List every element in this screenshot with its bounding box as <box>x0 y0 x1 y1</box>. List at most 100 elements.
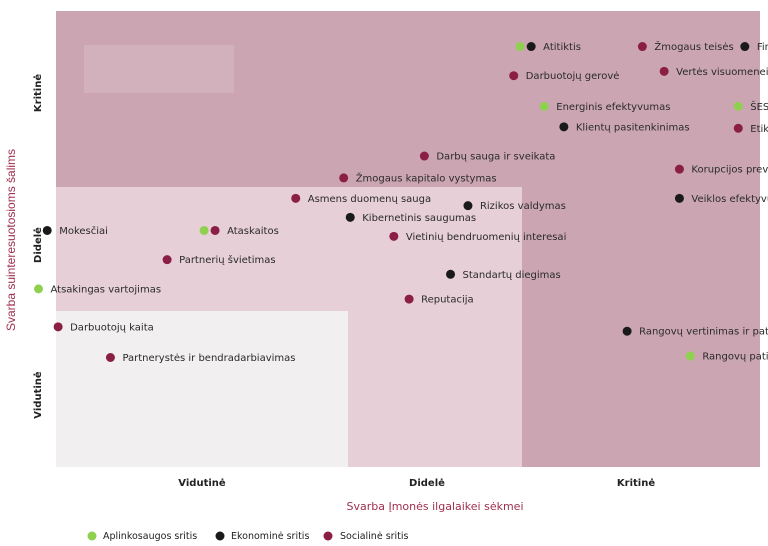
point-marker <box>622 326 632 336</box>
legend-marker-aplinkosaugos <box>87 531 97 541</box>
point-label: Darbuotojų gerovė <box>526 71 620 82</box>
point-label: Darbuotojų kaita <box>70 322 154 333</box>
point-marker <box>637 42 647 52</box>
point-label: Atsakingas vartojimas <box>51 284 162 295</box>
point-label: Darbų sauga ir sveikata <box>436 152 555 163</box>
x-tick-kritine: Kritinė <box>617 478 655 489</box>
point-marker <box>419 151 429 161</box>
point-label: Rangovų vertinimas ir patikra <box>639 327 768 338</box>
point-marker <box>199 225 209 235</box>
point-atitiktis: Atitiktis <box>515 42 581 53</box>
x-tick-vidutine: Vidutinė <box>178 478 226 489</box>
y-axis-title: Svarba suinteresuotosioms šalims <box>4 149 18 331</box>
point-label: Korupcijos prevencija <box>691 165 768 176</box>
point-marker <box>674 164 684 174</box>
points-layer: Atitiktis Žmogaus teisės Finansinė grąža Ve… <box>34 40 768 364</box>
point-klientu-pasitenkinimas: Klientų pasitenkinimas <box>559 122 690 133</box>
point-marker <box>291 193 301 203</box>
point-marker <box>42 225 52 235</box>
point-marker <box>105 353 115 362</box>
point-partnerystes-ir-bendradarbiavimas: Partnerystės ir bendradarbiavimas <box>105 353 295 364</box>
point-marker <box>34 284 43 294</box>
point-vertes-visuomenei-kurimas: Vertės visuomenei kūrimas <box>659 66 768 78</box>
point-asmens-duomenu-sauga: Asmens duomenų sauga <box>291 193 431 205</box>
point-label: ŠESD emisijos <box>750 100 768 113</box>
point-label: Rangovų patikra <box>702 352 768 363</box>
y-tick-didele: Didelė <box>33 227 44 263</box>
point-label: Žmogaus kapitalo vystymas <box>356 171 497 184</box>
point-kibernetinis-saugumas: Kibernetinis saugumas <box>345 212 476 224</box>
point-marker <box>463 201 473 211</box>
legend-label-aplinkosaugos: Aplinkosaugos sritis <box>103 531 197 542</box>
point-sesd-emisijos: ŠESD emisijos <box>733 100 768 113</box>
point-marker <box>210 225 220 235</box>
point-rangovu-patikra: Rangovų patikra <box>685 351 768 363</box>
point-marker <box>733 123 743 133</box>
y-tick-kritine: Kritinė <box>33 74 44 112</box>
point-label: Kibernetinis saugumas <box>362 213 476 224</box>
point-finansine-graza: Finansinė grąža <box>740 41 768 53</box>
point-rangovu-vertinimas-ir-patikra: Rangovų vertinimas ir patikra <box>622 326 768 338</box>
point-label: Asmens duomenų sauga <box>308 194 431 205</box>
point-marker <box>404 294 414 304</box>
point-marker <box>345 212 355 222</box>
point-marker <box>162 255 172 265</box>
point-darbuotoju-kaita: Darbuotojų kaita <box>53 322 154 333</box>
point-energinis-efektyvumas: Energinis efektyvumas <box>539 101 670 113</box>
point-ataskaitos: Ataskaitos <box>199 225 279 237</box>
point-label: Partnerystės ir bendradarbiavimas <box>122 353 295 364</box>
point-atsakingas-vartojimas: Atsakingas vartojimas <box>34 284 161 295</box>
point-korupcijos-prevencija: Korupcijos prevencija <box>674 164 768 176</box>
point-label: Etikos kodeksas <box>750 124 768 135</box>
point-label: Atitiktis <box>543 42 581 53</box>
point-marker <box>446 269 456 279</box>
point-marker <box>339 173 349 183</box>
point-marker <box>539 101 549 111</box>
legend-marker-ekonomine <box>215 531 225 541</box>
point-label: Finansinė grąža <box>757 41 768 53</box>
point-label: Partnerių švietimas <box>179 254 275 266</box>
zone-highlight <box>84 45 234 93</box>
legend-label-socialine: Socialinė sritis <box>340 531 409 542</box>
point-marker <box>685 351 695 361</box>
point-marker <box>733 101 743 111</box>
point-label: Rizikos valdymas <box>480 201 566 212</box>
point-darbuotoju-gerove: Darbuotojų gerovė <box>509 71 619 82</box>
point-label: Žmogaus teisės <box>654 40 733 53</box>
point-vietiniu-bendruomeniu-interesai: Vietinių bendruomenių interesai <box>389 231 567 243</box>
legend: Aplinkosaugos sritis Ekonominė sritis So… <box>87 531 409 542</box>
point-darbu-sauga-ir-sveikata: Darbų sauga ir sveikata <box>419 151 555 163</box>
point-label: Veiklos efektyvumas <box>691 194 768 205</box>
point-marker <box>740 42 750 52</box>
point-marker <box>674 193 684 203</box>
point-label: Standartų diegimas <box>463 270 561 281</box>
point-marker <box>509 71 519 81</box>
point-marker <box>659 66 669 76</box>
point-marker <box>53 322 63 332</box>
point-marker <box>559 122 569 132</box>
point-standartu-diegimas: Standartų diegimas <box>446 269 561 281</box>
point-label: Vietinių bendruomenių interesai <box>406 232 567 243</box>
point-partneriu-svietimas: Partnerių švietimas <box>162 254 276 266</box>
point-label: Klientų pasitenkinimas <box>576 122 690 133</box>
legend-label-ekonomine: Ekonominė sritis <box>231 531 309 542</box>
zone-moderate <box>56 311 348 467</box>
point-label: Energinis efektyvumas <box>556 102 670 113</box>
point-label: Vertės visuomenei kūrimas <box>676 67 768 78</box>
point-label: Ataskaitos <box>227 226 279 237</box>
point-rizikos-valdymas: Rizikos valdymas <box>463 201 566 212</box>
x-axis-title: Svarba Įmonės ilgalaikei sėkmei <box>346 500 523 513</box>
point-zmogaus-kapitalo-vystymas: Žmogaus kapitalo vystymas <box>339 171 497 184</box>
point-marker <box>515 42 525 52</box>
point-marker <box>526 42 536 52</box>
y-tick-vidutine: Vidutinė <box>33 371 44 419</box>
legend-marker-socialine <box>323 531 333 541</box>
x-tick-didele: Didelė <box>409 478 445 489</box>
point-mokesciai: Mokesčiai <box>42 225 108 237</box>
point-zmogaus-teises: Žmogaus teisės <box>637 40 734 53</box>
point-veiklos-efektyvumas: Veiklos efektyvumas <box>674 193 768 205</box>
point-reputacija: Reputacija <box>404 294 474 306</box>
point-marker <box>389 231 399 241</box>
point-etikos-kodeksas: Etikos kodeksas <box>733 123 768 135</box>
